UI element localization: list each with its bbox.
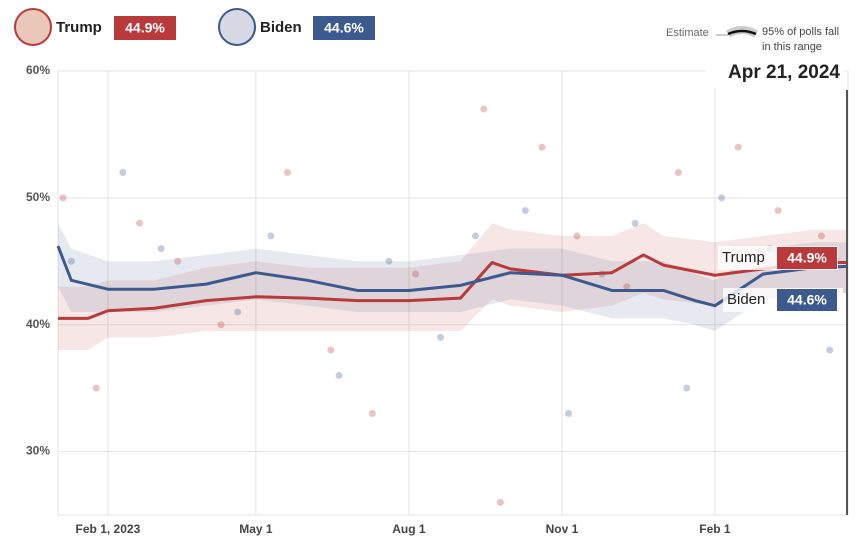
legend-estimate: Estimate xyxy=(666,27,709,39)
end-name: Biden xyxy=(727,291,765,308)
poll-dot xyxy=(496,498,504,506)
poll-dot xyxy=(92,384,100,392)
value-badge xyxy=(313,16,375,40)
poll-dot xyxy=(480,105,488,113)
biden-avatar xyxy=(218,8,256,46)
end-badge xyxy=(777,289,837,311)
end-value: 44.6% xyxy=(787,292,827,308)
current-date: Apr 21, 2024 xyxy=(728,62,840,83)
x-tick-label: Aug 1 xyxy=(392,522,426,536)
x-tick-label: Nov 1 xyxy=(546,522,579,536)
poll-dot xyxy=(623,283,631,291)
current-value: 44.6% xyxy=(324,20,364,36)
x-tick-label: May 1 xyxy=(239,522,273,536)
poll-dot xyxy=(674,168,682,176)
y-tick-label: 30% xyxy=(26,444,50,458)
legend-range: in this range xyxy=(762,41,822,53)
x-tick-label: Feb 1 xyxy=(699,522,731,536)
poll-dot xyxy=(683,384,691,392)
end-badge xyxy=(777,247,837,269)
poll-dot xyxy=(59,194,67,202)
trump-avatar xyxy=(14,8,52,46)
poll-dot xyxy=(734,143,742,151)
x-tick-label: Feb 1, 2023 xyxy=(76,522,141,536)
poll-dot xyxy=(119,168,127,176)
poll-dot xyxy=(284,168,292,176)
y-tick-label: 60% xyxy=(26,63,50,77)
poll-dot xyxy=(217,321,225,329)
poll-dot xyxy=(234,308,242,316)
range-band xyxy=(58,223,848,332)
poll-dot xyxy=(521,207,529,215)
poll-dot xyxy=(335,371,343,379)
y-tick-label: 50% xyxy=(26,190,50,204)
legend-range: 95% of polls fall xyxy=(762,26,839,38)
poll-dot xyxy=(631,219,639,227)
end-name: Trump xyxy=(722,249,765,266)
poll-dot xyxy=(135,219,143,227)
poll-dot xyxy=(327,346,335,354)
poll-dot xyxy=(174,257,182,265)
poll-dot xyxy=(67,257,75,265)
poll-dot xyxy=(385,257,393,265)
poll-dot xyxy=(565,410,573,418)
poll-dot xyxy=(538,143,546,151)
poll-dot xyxy=(826,346,834,354)
current-value: 44.9% xyxy=(125,20,165,36)
poll-dot xyxy=(412,270,420,278)
end-value: 44.9% xyxy=(787,250,827,266)
legend-line xyxy=(727,29,757,36)
poll-dot xyxy=(817,232,825,240)
poll-dot xyxy=(573,232,581,240)
poll-dot xyxy=(157,245,165,253)
candidate-name: Trump xyxy=(56,19,102,36)
poll-dot xyxy=(471,232,479,240)
y-tick-label: 40% xyxy=(26,317,50,331)
candidate-name: Biden xyxy=(260,19,302,36)
poll-dot xyxy=(718,194,726,202)
poll-dot xyxy=(267,232,275,240)
poll-dot xyxy=(368,410,376,418)
date-bg xyxy=(706,58,844,88)
poll-dot xyxy=(437,333,445,341)
value-badge xyxy=(114,16,176,40)
estimate-line xyxy=(56,245,849,308)
poll-dot xyxy=(774,207,782,215)
